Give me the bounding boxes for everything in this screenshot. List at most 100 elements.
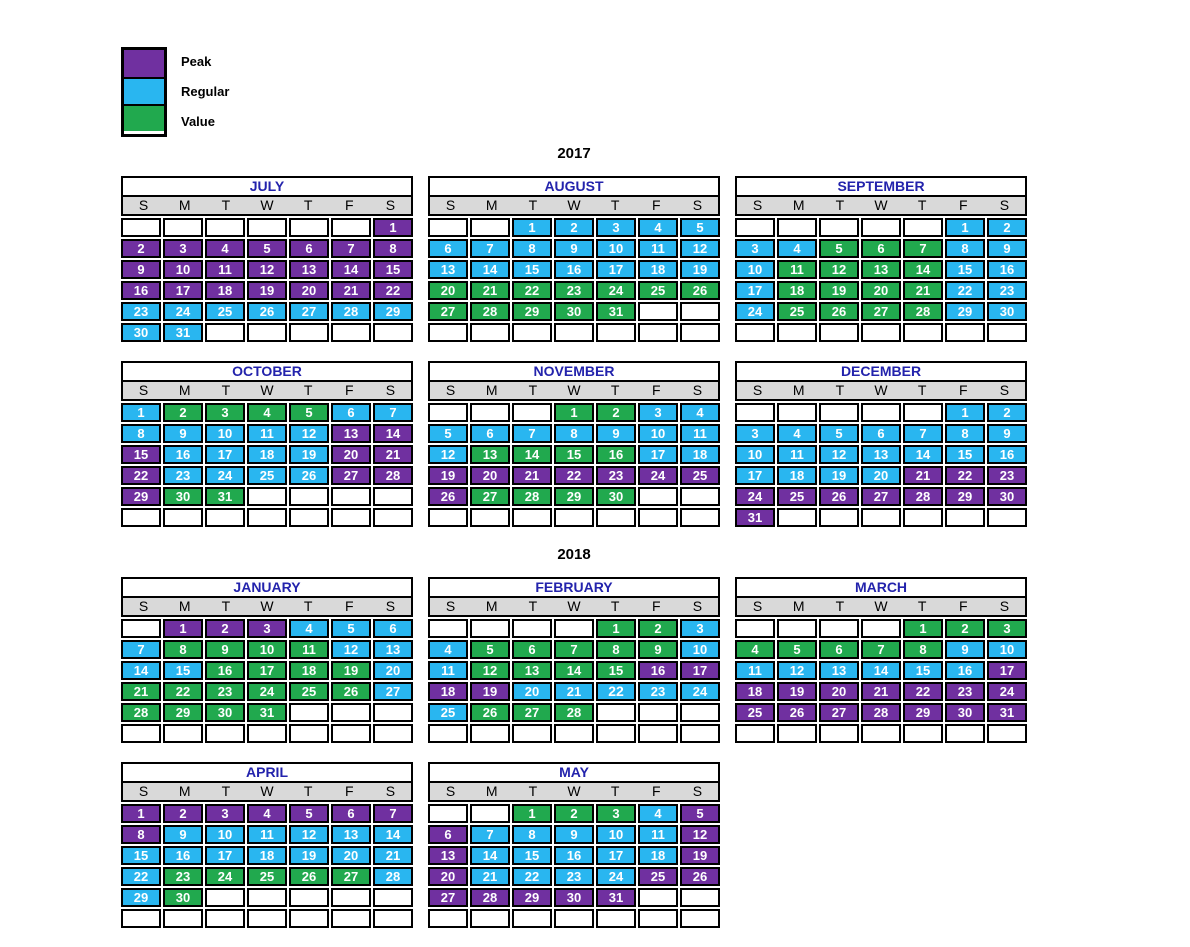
day-february-17: 17	[680, 661, 720, 680]
weekday-letter: M	[471, 598, 512, 615]
day-march-9: 9	[945, 640, 985, 659]
weekday-letter: S	[984, 197, 1025, 214]
day-april-7: 7	[373, 804, 413, 823]
day-april-15: 15	[121, 846, 161, 865]
empty-day-cell	[903, 323, 943, 342]
empty-day-cell	[945, 323, 985, 342]
empty-day-cell	[205, 323, 245, 342]
weekday-letter: T	[595, 598, 636, 615]
day-july-27: 27	[289, 302, 329, 321]
weekday-letter: S	[370, 598, 411, 615]
day-may-5: 5	[680, 804, 720, 823]
day-july-20: 20	[289, 281, 329, 300]
day-november-27: 27	[470, 487, 510, 506]
day-april-11: 11	[247, 825, 287, 844]
empty-day-cell	[987, 508, 1027, 527]
day-february-13: 13	[512, 661, 552, 680]
day-march-27: 27	[819, 703, 859, 722]
month-title-may: MAY	[428, 762, 720, 783]
day-july-6: 6	[289, 239, 329, 258]
day-october-3: 3	[205, 403, 245, 422]
empty-day-cell	[819, 508, 859, 527]
day-may-11: 11	[638, 825, 678, 844]
day-april-14: 14	[373, 825, 413, 844]
day-february-16: 16	[638, 661, 678, 680]
empty-day-cell	[512, 508, 552, 527]
day-november-7: 7	[512, 424, 552, 443]
weekday-letter: M	[778, 197, 819, 214]
day-september-26: 26	[819, 302, 859, 321]
weekday-letter: T	[595, 783, 636, 800]
day-december-20: 20	[861, 466, 901, 485]
day-october-1: 1	[121, 403, 161, 422]
day-september-7: 7	[903, 239, 943, 258]
day-july-16: 16	[121, 281, 161, 300]
weekday-letter: T	[819, 598, 860, 615]
weekday-letter: T	[595, 197, 636, 214]
day-august-15: 15	[512, 260, 552, 279]
day-december-12: 12	[819, 445, 859, 464]
day-november-5: 5	[428, 424, 468, 443]
empty-day-cell	[121, 218, 161, 237]
weekday-letter: F	[329, 783, 370, 800]
day-august-24: 24	[596, 281, 636, 300]
weekday-letter: F	[943, 197, 984, 214]
empty-day-cell	[163, 218, 203, 237]
day-march-7: 7	[861, 640, 901, 659]
day-october-11: 11	[247, 424, 287, 443]
empty-day-cell	[638, 909, 678, 928]
day-september-28: 28	[903, 302, 943, 321]
empty-day-cell	[735, 218, 775, 237]
day-november-22: 22	[554, 466, 594, 485]
empty-day-cell	[121, 724, 161, 743]
day-august-3: 3	[596, 218, 636, 237]
day-march-8: 8	[903, 640, 943, 659]
day-march-19: 19	[777, 682, 817, 701]
day-april-1: 1	[121, 804, 161, 823]
month-title-september: SEPTEMBER	[735, 176, 1027, 197]
empty-day-cell	[512, 403, 552, 422]
day-april-10: 10	[205, 825, 245, 844]
day-december-7: 7	[903, 424, 943, 443]
day-august-19: 19	[680, 260, 720, 279]
empty-day-cell	[512, 909, 552, 928]
legend-swatch-peak	[124, 50, 164, 77]
day-november-29: 29	[554, 487, 594, 506]
empty-day-cell	[596, 508, 636, 527]
empty-day-cell	[373, 909, 413, 928]
day-january-8: 8	[163, 640, 203, 659]
day-july-18: 18	[205, 281, 245, 300]
empty-day-cell	[331, 724, 371, 743]
weekday-letter: T	[902, 382, 943, 399]
empty-day-cell	[205, 724, 245, 743]
day-january-11: 11	[289, 640, 329, 659]
day-august-14: 14	[470, 260, 510, 279]
weekday-letter: S	[430, 382, 471, 399]
day-may-29: 29	[512, 888, 552, 907]
day-february-28: 28	[554, 703, 594, 722]
day-october-25: 25	[247, 466, 287, 485]
empty-day-cell	[987, 724, 1027, 743]
day-august-12: 12	[680, 239, 720, 258]
day-september-6: 6	[861, 239, 901, 258]
empty-day-cell	[903, 403, 943, 422]
day-january-7: 7	[121, 640, 161, 659]
legend-swatch-column	[121, 47, 167, 137]
weekday-letter: S	[737, 382, 778, 399]
day-november-17: 17	[638, 445, 678, 464]
weekday-letter: T	[819, 382, 860, 399]
legend-label-peak: Peak	[181, 47, 229, 77]
day-may-31: 31	[596, 888, 636, 907]
day-april-29: 29	[121, 888, 161, 907]
empty-day-cell	[289, 218, 329, 237]
day-april-13: 13	[331, 825, 371, 844]
